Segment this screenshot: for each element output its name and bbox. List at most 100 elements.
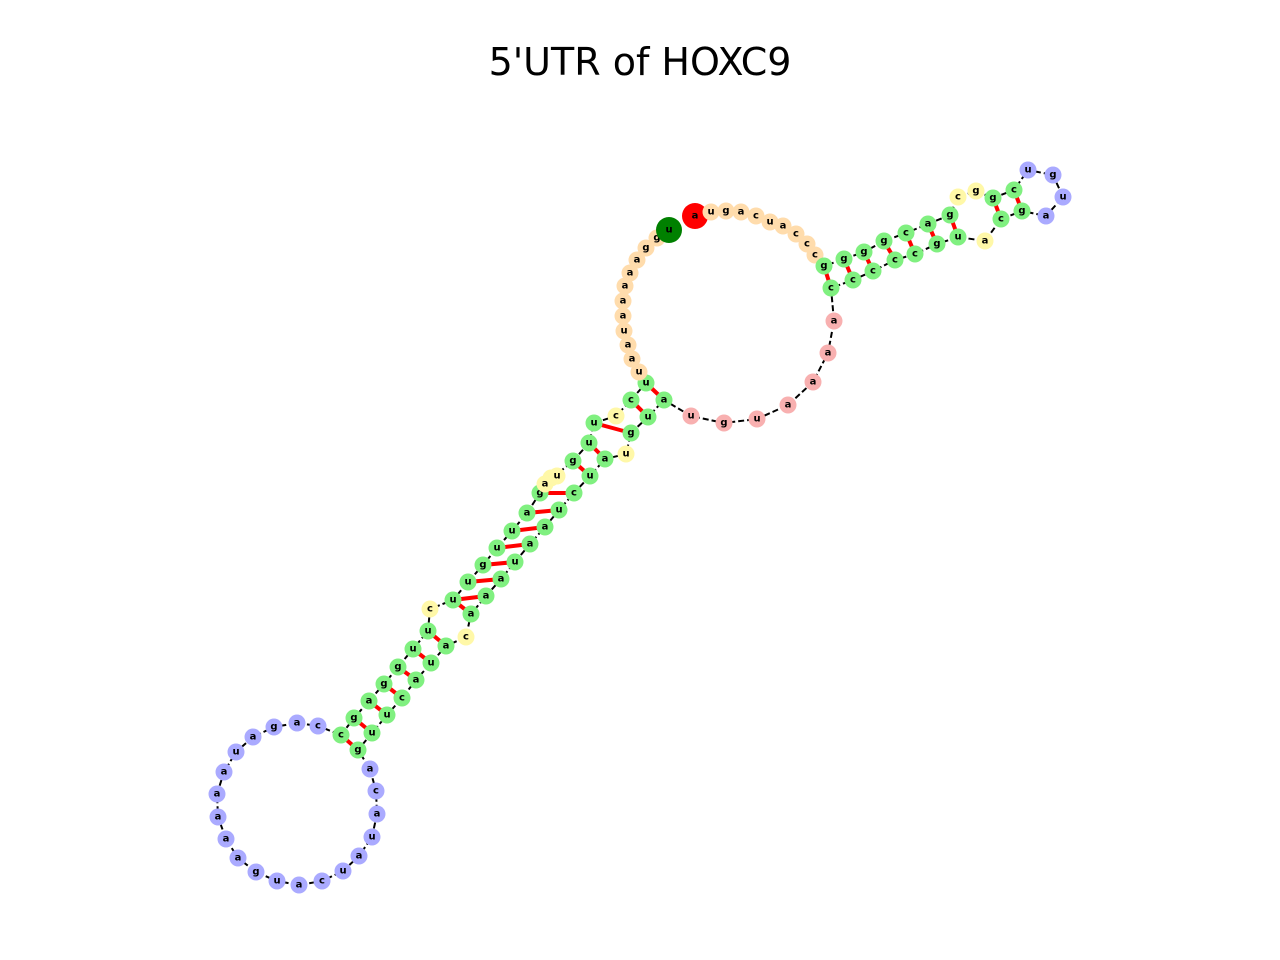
- nucleotide-circle: [715, 414, 733, 432]
- nucleotide: g: [1013, 202, 1031, 220]
- nucleotide-letter: u: [665, 225, 672, 236]
- nucleotide-letter: a: [625, 340, 632, 351]
- nucleotide-circle: [897, 224, 915, 242]
- nucleotide-circle: [617, 445, 635, 463]
- nucleotide: a: [919, 215, 937, 233]
- nucleotide-letter: g: [1018, 206, 1025, 217]
- nucleotide-circle: [774, 217, 792, 235]
- nucleotide-letter: g: [252, 867, 259, 878]
- nucleotide-letter: u: [1059, 192, 1066, 203]
- nucleotide: a: [616, 277, 634, 295]
- nucleotide: u: [1019, 161, 1037, 179]
- nucleotide: u: [459, 573, 477, 591]
- nucleotide-circle: [332, 726, 350, 744]
- nucleotide: c: [949, 188, 967, 206]
- nucleotide-circle: [614, 307, 632, 325]
- nucleotide: a: [368, 805, 386, 823]
- nucleotide: g: [637, 239, 655, 257]
- nucleotide: u: [422, 654, 440, 672]
- nucleotide: g: [717, 202, 735, 220]
- nucleotide-circle: [628, 251, 646, 269]
- nucleotide: a: [492, 570, 510, 588]
- nucleotide: g: [984, 189, 1002, 207]
- nucleotide: c: [844, 271, 862, 289]
- nucleotide: a: [288, 714, 306, 732]
- nucleotide-letter: a: [661, 395, 668, 406]
- nucleotide-letter: u: [508, 526, 515, 537]
- nucleotide-letter: a: [223, 834, 230, 845]
- nucleotide: a: [536, 518, 554, 536]
- nucleotide: g: [875, 232, 893, 250]
- nucleotide: a: [521, 535, 539, 553]
- nucleotide-circle: [227, 743, 245, 761]
- nucleotide-circle: [1019, 161, 1037, 179]
- nucleotide-letter: g: [569, 456, 576, 467]
- nucleotide-letter: u: [766, 217, 773, 228]
- nucleotide-letter: g: [627, 428, 634, 439]
- nucleotide-letter: u: [635, 367, 642, 378]
- nucleotide-letter: u: [954, 232, 961, 243]
- nucleotide-circle: [886, 251, 904, 269]
- nucleotide-letter: a: [215, 812, 222, 823]
- nucleotide-letter: a: [634, 255, 641, 266]
- nucleotide-circle: [1005, 181, 1023, 199]
- nucleotide-letter: a: [692, 211, 699, 222]
- nucleotide: a: [682, 203, 708, 229]
- nucleotide-circle: [422, 654, 440, 672]
- nucleotide-circle: [349, 741, 367, 759]
- nucleotide-circle: [350, 847, 368, 865]
- nucleotide-circle: [815, 257, 833, 275]
- nucleotide: a: [208, 785, 226, 803]
- nucleotide-circle: [265, 718, 283, 736]
- nucleotide-circle: [404, 640, 422, 658]
- nucleotide: u: [363, 724, 381, 742]
- nucleotide: g: [389, 658, 407, 676]
- nucleotide-circle: [518, 504, 536, 522]
- nucleotide-letter: a: [366, 696, 373, 707]
- nucleotide: a: [596, 450, 614, 468]
- nucleotide-letter: u: [424, 626, 431, 637]
- nucleotide-circle: [619, 336, 637, 354]
- nucleotide-letter: c: [373, 786, 379, 797]
- nucleotide-letter: c: [315, 721, 321, 732]
- nucleotide-letter: g: [536, 488, 543, 499]
- nucleotide: a: [229, 849, 247, 867]
- nucleotide-letter: u: [585, 438, 592, 449]
- nucleotide: g: [941, 206, 959, 224]
- nucleotide-letter: c: [912, 249, 918, 260]
- nucleotide-letter: a: [629, 354, 636, 365]
- nucleotide-letter: u: [368, 728, 375, 739]
- nucleotide: c: [906, 245, 924, 263]
- nucleotide-letter: u: [232, 747, 239, 758]
- nucleotide-circle: [819, 344, 837, 362]
- nucleotide-circle: [564, 452, 582, 470]
- nucleotide: u: [548, 467, 566, 485]
- nucleotide: u: [682, 407, 700, 425]
- nucleotide-letter: u: [1024, 165, 1031, 176]
- nucleotide-letter: u: [553, 471, 560, 482]
- nucleotide-letter: u: [642, 378, 649, 389]
- nucleotide-letter: u: [620, 326, 627, 337]
- nucleotide-letter: a: [542, 479, 549, 490]
- nucleotide-letter: c: [850, 275, 856, 286]
- nucleotide: c: [457, 628, 475, 646]
- nucleotide-letter: c: [571, 488, 577, 499]
- nucleotide-letter: a: [367, 764, 374, 775]
- nucleotide: a: [209, 808, 227, 826]
- nucleotide-letter: a: [356, 851, 363, 862]
- nucleotide-circle: [656, 217, 682, 243]
- nucleotide: c: [864, 262, 882, 280]
- nucleotide-circle: [536, 475, 554, 493]
- nucleotide: u: [702, 203, 720, 221]
- nucleotide: c: [565, 484, 583, 502]
- nucleotide-letter: c: [955, 192, 961, 203]
- nucleotide-letter: g: [933, 239, 940, 250]
- nucleotide: g: [715, 414, 733, 432]
- nucleotide-circle: [309, 717, 327, 735]
- nucleotide: u: [378, 706, 396, 724]
- nucleotide-circle: [375, 675, 393, 693]
- nucleotide-circle: [615, 322, 633, 340]
- nucleotide-circle: [209, 808, 227, 826]
- nucleotide-circle: [565, 484, 583, 502]
